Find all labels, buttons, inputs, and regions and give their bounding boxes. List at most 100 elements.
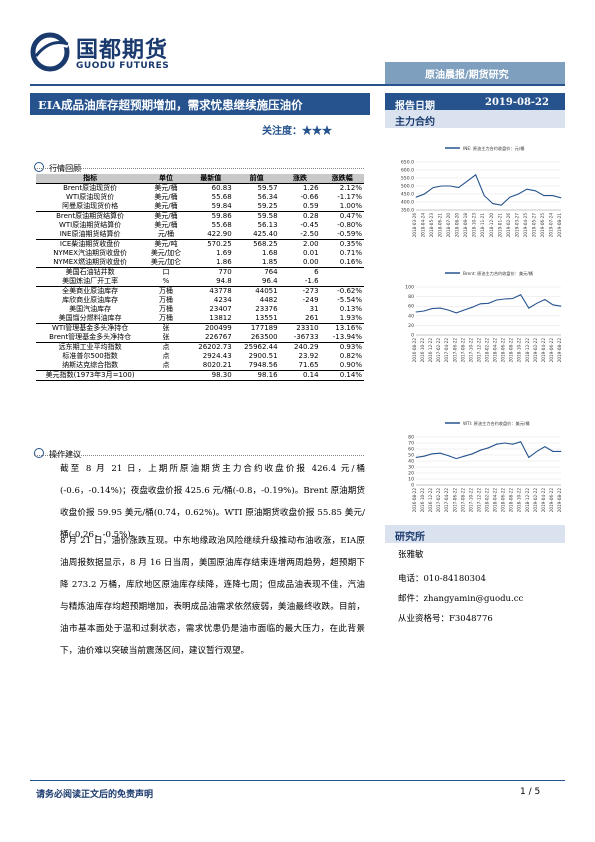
table-cell: 43778 [187, 286, 234, 296]
x-tick-label: 2017-06-22 [452, 488, 457, 513]
table-cell: 1.69 [216, 249, 232, 257]
table-cell: 2.12% [320, 183, 364, 193]
legend-label: INE: 原油主力合约收盘价：元/桶 [463, 145, 524, 152]
x-tick-label: 2018-12-20 [489, 213, 494, 238]
table-cell: 31 [309, 305, 319, 313]
x-tick-label: 2018-12-22 [525, 338, 530, 363]
table-row: 美国炼油厂开工率% 94.8 96.4 -1.6 [36, 277, 364, 287]
table-cell: 点 [144, 342, 188, 352]
table-cell: -273 [279, 286, 321, 296]
logo-chinese-name: 国都期货 [76, 38, 169, 63]
table-cell: 0.35% [320, 239, 364, 249]
table-cell: 59.57 [233, 183, 280, 193]
x-tick-label: 2018-02-22 [485, 488, 490, 513]
table-cell: 59.58 [233, 211, 280, 221]
data-point [488, 447, 489, 449]
x-tick-label: 2016-08-22 [412, 338, 417, 363]
research-title: 研究所 [395, 532, 425, 543]
table-cell: 770 [187, 267, 234, 277]
table-cell: 177189 [233, 323, 280, 333]
table-cell: 元/桶 [157, 230, 175, 238]
table-cell: -1.17% [337, 193, 362, 201]
table-row: 美国馏分燃料油库存 万桶 13812 13551 261 1.93% [36, 314, 364, 324]
table-cell: 2900.51 [248, 352, 278, 360]
table-row: WTI原油现货价 美元/桶 55.68 56.34 -0.66 -1.17% [36, 193, 364, 202]
table-cell: 点 [162, 352, 170, 360]
table-cell: -0.62% [320, 286, 364, 296]
table-cell: -0.80% [337, 221, 362, 229]
table-row: 美元指数(1973年3月=100) 98.30 98.16 0.14 0.14% [36, 370, 364, 381]
table-cell: 56.34 [257, 193, 278, 201]
research-bar: 研究所 [385, 525, 565, 543]
y-tick-label: 400.0 [401, 200, 414, 206]
table-cell: -13.94% [332, 333, 362, 341]
attention-label: 关注度： [262, 126, 302, 137]
data-point [544, 446, 546, 447]
x-tick-label: 2018-09-18 [463, 213, 468, 238]
x-tick-label: 2019-01-21 [497, 213, 502, 238]
globe-logo-icon [30, 32, 70, 72]
data-point [441, 185, 442, 187]
data-point [560, 197, 562, 199]
table-row: 远东期工业平均指数点 26202.73 25962.44 240.29 0.93% [36, 342, 364, 352]
data-point [552, 195, 553, 196]
x-tick-label: 2019-06-22 [549, 488, 554, 513]
table-cell: 7948.56 [248, 361, 278, 369]
table-cell: -0.66 [300, 193, 319, 201]
data-point [492, 203, 494, 204]
x-tick-label: 2019-02-22 [533, 488, 538, 513]
indicator-name-cell: 美国炼油厂开工率 [62, 277, 119, 285]
table-cell: % [162, 277, 170, 285]
table-cell: 94.8 [216, 277, 232, 285]
table-cell: 口 [144, 267, 188, 277]
y-tick-label: 600.0 [401, 168, 414, 174]
indicator-name-cell: 远东期工业平均指数 [36, 342, 145, 352]
table-cell: 1.85 [261, 258, 278, 266]
table-cell: 23310 [279, 323, 321, 333]
table-cell: 美元/桶 [154, 221, 178, 229]
indicator-name-cell: Brent原油期货结算价 [36, 211, 145, 221]
table-cell [320, 267, 364, 277]
data-point [528, 457, 530, 458]
data-point [504, 442, 506, 444]
data-point [455, 312, 457, 314]
data-point [536, 302, 538, 304]
table-cell: 美元/加仑 [150, 249, 182, 257]
x-tick-label: 2019-08-22 [557, 488, 562, 513]
data-point [488, 302, 489, 304]
table-cell: 0.28 [279, 211, 321, 221]
x-tick-label: 2019-07-24 [548, 213, 553, 238]
analyst-email[interactable]: 邮件：zhangyamin@guodu.cc [398, 594, 524, 604]
data-point [439, 452, 441, 454]
data-point [463, 309, 465, 311]
y-tick-label: 20 [408, 323, 414, 329]
y-tick-label: 0 [411, 333, 414, 339]
x-tick-label: 2018-05-23 [429, 213, 434, 238]
footer-rule [30, 780, 565, 781]
report-date-value: 2019-08-22 [485, 97, 549, 108]
y-tick-label: 500.0 [401, 184, 414, 190]
data-point [447, 309, 449, 311]
table-row: Brent原油期货结算价 美元/桶 59.86 59.58 0.28 0.47% [36, 211, 364, 221]
analyst-license: 从业资格号：F3048776 [398, 614, 493, 624]
company-logo: 国都期货 GUODU FUTURES [30, 30, 180, 76]
x-tick-label: 2019-03-27 [514, 213, 519, 238]
table-cell: -0.45 [300, 221, 319, 229]
main-contract-bar: 主力合约 [385, 110, 565, 128]
x-tick-label: 2018-04-22 [493, 488, 498, 513]
table-cell: 1.86 [216, 258, 232, 266]
table-cell: 25962.44 [233, 342, 280, 352]
table-cell: -36733 [293, 333, 319, 341]
table-cell: 13.16% [320, 323, 364, 333]
y-tick-label: 40 [408, 459, 414, 465]
y-tick-label: 20 [408, 471, 414, 477]
table-body: Brent原油现货价 美元/桶 60.83 59.57 1.26 2.12% WTI原油现货… [36, 183, 364, 381]
x-tick-label: 2018-06-21 [438, 213, 443, 238]
x-tick-label: 2018-04-22 [493, 338, 498, 363]
table-row: 库欣商业原油库存 万桶 4234 4482 -249 -5.54% [36, 296, 364, 305]
table-cell: 6 [279, 267, 321, 277]
col-header: 涨跌幅 [320, 174, 364, 184]
table-cell: 764 [233, 267, 280, 277]
col-header: 最新值 [187, 174, 234, 184]
x-tick-label: 2018-08-22 [509, 338, 514, 363]
